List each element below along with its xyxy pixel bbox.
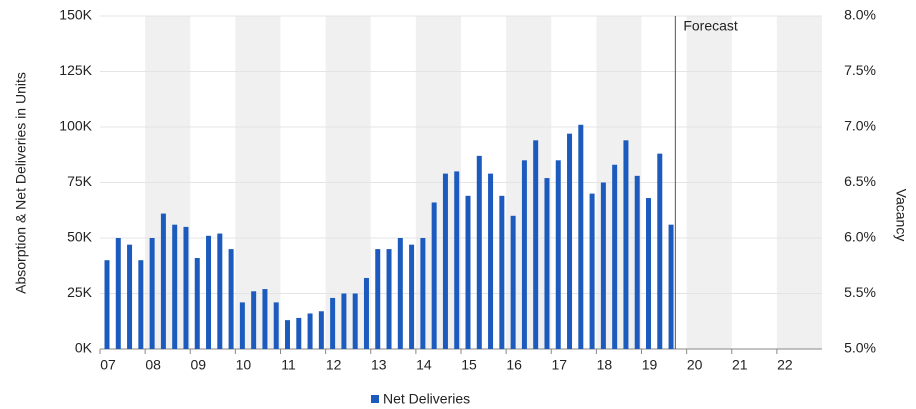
bar bbox=[646, 198, 651, 349]
x-tick-label: 22 bbox=[777, 357, 793, 373]
bar bbox=[499, 195, 505, 349]
bar bbox=[386, 249, 392, 349]
bar bbox=[115, 238, 121, 349]
bar bbox=[476, 155, 482, 349]
bar bbox=[206, 235, 212, 349]
y2-tick-label: 7.0% bbox=[844, 118, 876, 134]
bar bbox=[578, 124, 584, 349]
bar bbox=[521, 160, 527, 349]
bar bbox=[431, 202, 437, 349]
bar bbox=[251, 291, 257, 349]
bar bbox=[296, 317, 302, 349]
bar bbox=[488, 173, 494, 349]
bar bbox=[600, 182, 606, 349]
y2-tick-label: 5.0% bbox=[844, 340, 876, 356]
bar bbox=[544, 178, 550, 349]
bar bbox=[239, 302, 245, 349]
x-tick-label: 21 bbox=[732, 357, 748, 373]
x-tick-label: 17 bbox=[551, 357, 567, 373]
y-tick-label: 25K bbox=[67, 284, 93, 300]
x-tick-label: 16 bbox=[506, 357, 522, 373]
bar bbox=[555, 160, 561, 349]
bar bbox=[194, 257, 200, 349]
bar bbox=[341, 293, 347, 349]
bar bbox=[454, 171, 460, 349]
bar bbox=[533, 140, 539, 349]
bar bbox=[262, 289, 268, 349]
y2-tick-label: 6.5% bbox=[844, 173, 876, 189]
y-tick-label: 50K bbox=[67, 229, 93, 245]
bar bbox=[612, 164, 618, 349]
x-tick-label: 13 bbox=[371, 357, 387, 373]
bar bbox=[228, 249, 234, 349]
bar bbox=[127, 244, 133, 349]
y2-tick-label: 6.0% bbox=[844, 229, 876, 245]
y2-tick-label: 8.0% bbox=[844, 7, 876, 23]
forecast-label: Forecast bbox=[683, 18, 738, 34]
legend-label: Net Deliveries bbox=[383, 391, 470, 407]
bar bbox=[420, 238, 426, 349]
bar bbox=[510, 215, 516, 349]
bar bbox=[149, 238, 155, 349]
bar bbox=[183, 226, 189, 349]
bar bbox=[363, 277, 369, 349]
bar bbox=[442, 173, 448, 349]
bar bbox=[668, 224, 674, 349]
x-tick-label: 09 bbox=[190, 357, 206, 373]
x-tick-label: 14 bbox=[416, 357, 432, 373]
bar bbox=[623, 140, 629, 349]
y-axis-label: Absorption & Net Deliveries in Units bbox=[13, 72, 29, 294]
bar bbox=[217, 233, 223, 349]
x-tick-label: 15 bbox=[461, 357, 477, 373]
bar bbox=[330, 297, 336, 349]
bar bbox=[634, 175, 640, 349]
x-tick-label: 19 bbox=[642, 357, 658, 373]
y-tick-label: 150K bbox=[59, 7, 92, 23]
y-tick-label: 100K bbox=[59, 118, 92, 134]
x-tick-label: 10 bbox=[236, 357, 252, 373]
y-tick-label: 125K bbox=[59, 62, 92, 78]
y-tick-label: 0K bbox=[75, 340, 93, 356]
bar bbox=[465, 195, 471, 349]
bar bbox=[172, 224, 178, 349]
bar bbox=[104, 260, 110, 349]
x-tick-label: 07 bbox=[100, 357, 116, 373]
bar bbox=[567, 133, 573, 349]
bar bbox=[409, 244, 415, 349]
bar bbox=[318, 311, 324, 349]
bar bbox=[589, 193, 595, 349]
x-tick-label: 11 bbox=[281, 357, 296, 373]
y2-tick-label: 5.5% bbox=[844, 284, 876, 300]
legend-swatch bbox=[371, 395, 379, 403]
y-tick-label: 75K bbox=[67, 173, 93, 189]
bar bbox=[273, 302, 279, 349]
bar bbox=[375, 249, 381, 349]
y2-tick-label: 7.5% bbox=[844, 62, 876, 78]
bar bbox=[160, 213, 166, 349]
x-tick-label: 12 bbox=[326, 357, 342, 373]
x-tick-label: 08 bbox=[145, 357, 161, 373]
bar bbox=[285, 320, 290, 349]
bar bbox=[307, 313, 313, 349]
bar bbox=[657, 153, 663, 349]
x-tick-label: 18 bbox=[597, 357, 613, 373]
x-tick-label: 20 bbox=[687, 357, 703, 373]
bar bbox=[138, 260, 144, 349]
bar bbox=[397, 238, 403, 349]
y2-axis-label: Vacancy bbox=[893, 189, 909, 242]
bar bbox=[352, 293, 358, 349]
